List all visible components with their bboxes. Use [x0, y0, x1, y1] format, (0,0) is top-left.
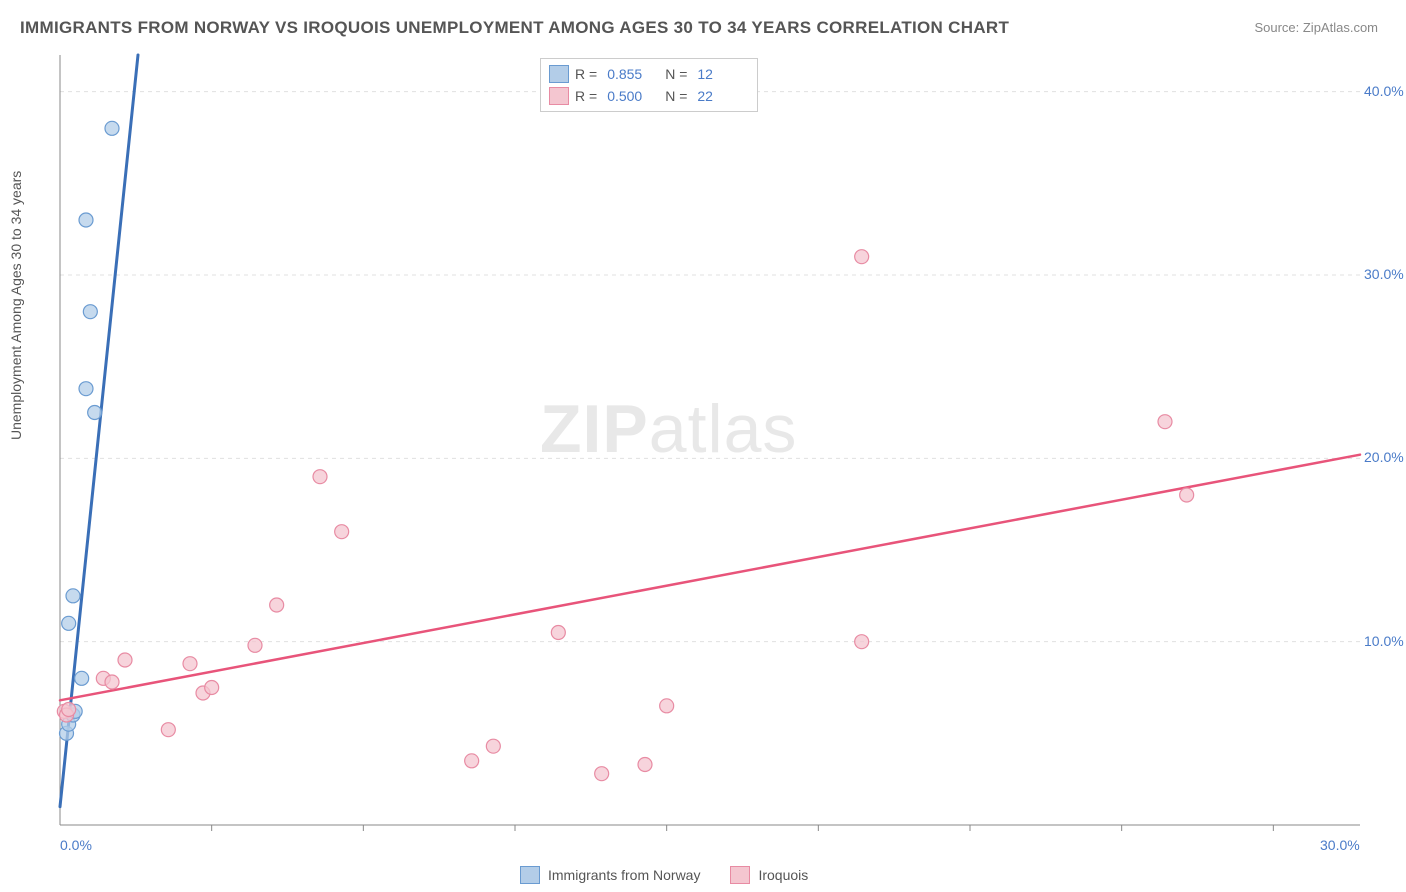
correlation-legend: R = 0.855 N = 12 R = 0.500 N = 22	[540, 58, 758, 112]
legend-row-norway: R = 0.855 N = 12	[549, 63, 749, 85]
swatch-iroquois	[730, 866, 750, 884]
x-tick-label: 0.0%	[60, 837, 92, 853]
legend-label: Immigrants from Norway	[548, 867, 700, 883]
n-value: 12	[697, 63, 749, 85]
legend-item-iroquois: Iroquois	[730, 866, 808, 884]
swatch-norway	[520, 866, 540, 884]
r-value: 0.855	[607, 63, 659, 85]
y-tick-label: 20.0%	[1364, 449, 1404, 465]
x-tick-label: 30.0%	[1320, 837, 1360, 853]
scatter-chart	[0, 0, 1406, 892]
r-label: R =	[575, 85, 597, 107]
legend-label: Iroquois	[758, 867, 808, 883]
swatch-norway	[549, 65, 569, 83]
legend-item-norway: Immigrants from Norway	[520, 866, 700, 884]
r-value: 0.500	[607, 85, 659, 107]
y-tick-label: 30.0%	[1364, 266, 1404, 282]
y-tick-label: 40.0%	[1364, 83, 1404, 99]
series-legend: Immigrants from Norway Iroquois	[520, 866, 808, 884]
legend-row-iroquois: R = 0.500 N = 22	[549, 85, 749, 107]
swatch-iroquois	[549, 87, 569, 105]
n-value: 22	[697, 85, 749, 107]
y-tick-label: 10.0%	[1364, 633, 1404, 649]
r-label: R =	[575, 63, 597, 85]
n-label: N =	[665, 63, 687, 85]
n-label: N =	[665, 85, 687, 107]
